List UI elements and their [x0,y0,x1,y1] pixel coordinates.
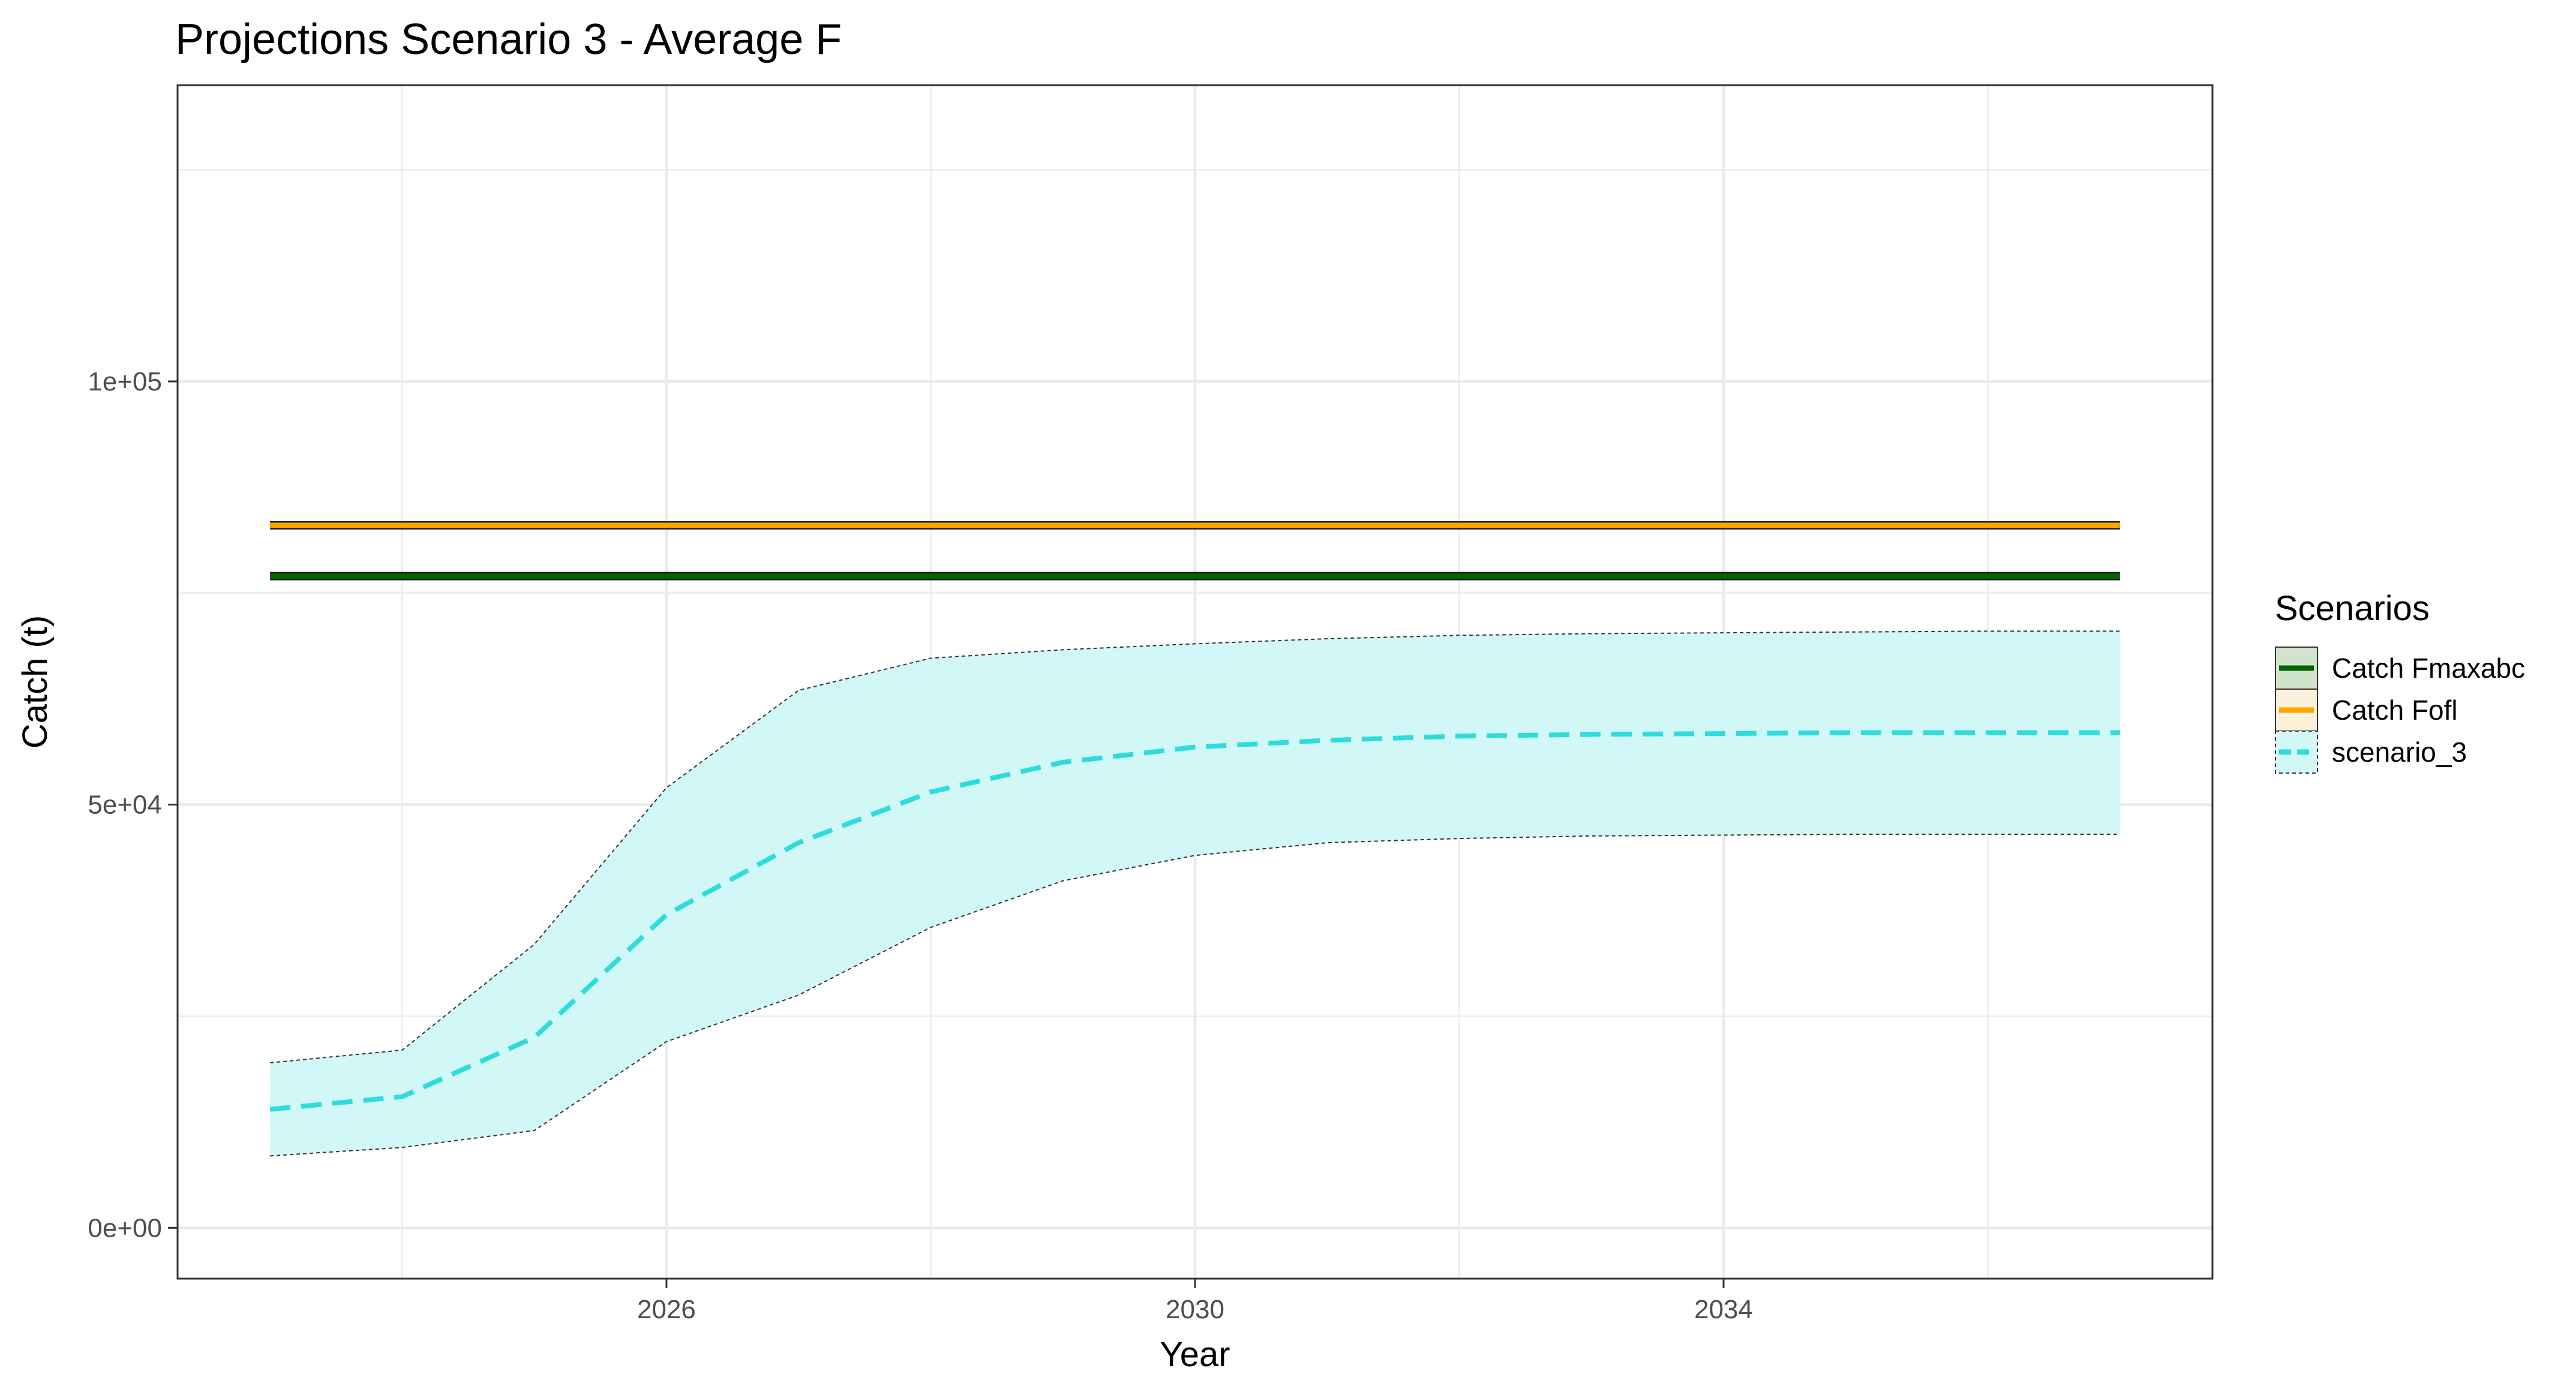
legend-items: Catch Fmaxabc Catch Fofl scenario_3 [2275,647,2525,774]
y-axis-title: Catch (t) [16,615,55,748]
legend-item: scenario_3 [2275,730,2467,774]
y-axis: 0e+00 5e+04 1e+05 [88,367,178,1243]
x-axis-title: Year [1160,1335,1230,1374]
series-lines-layer [269,521,2120,1112]
series-line-scenario_3 [269,730,2120,1112]
legend-item: Catch Fofl [2275,689,2458,732]
legend-item: Catch Fmaxabc [2275,647,2525,690]
legend-label: Catch Fmaxabc [2332,653,2525,684]
legend-label: scenario_3 [2332,736,2467,768]
y-tick-label: 0e+00 [88,1213,162,1243]
ribbon-upper-scenario_3 [270,630,2120,1064]
y-tick-label: 5e+04 [88,790,162,820]
x-tick-label: 2026 [637,1295,696,1324]
chart-title: Projections Scenario 3 - Average F [175,16,842,64]
confidence-ribbon-layer [270,630,2120,1157]
legend-title: Scenarios [2275,589,2430,628]
y-tick-label: 1e+05 [88,367,162,396]
legend: Scenarios Catch Fmaxabc Catch Fofl scenari… [2275,589,2525,774]
x-tick-label: 2034 [1694,1295,1753,1324]
x-tick-label: 2030 [1166,1295,1224,1324]
x-axis: 2026 2030 2034 [637,1279,1753,1324]
legend-label: Catch Fofl [2332,694,2458,726]
ribbon-lower-scenario_3 [270,834,2120,1157]
ribbon-scenario_3 [270,631,2120,1156]
